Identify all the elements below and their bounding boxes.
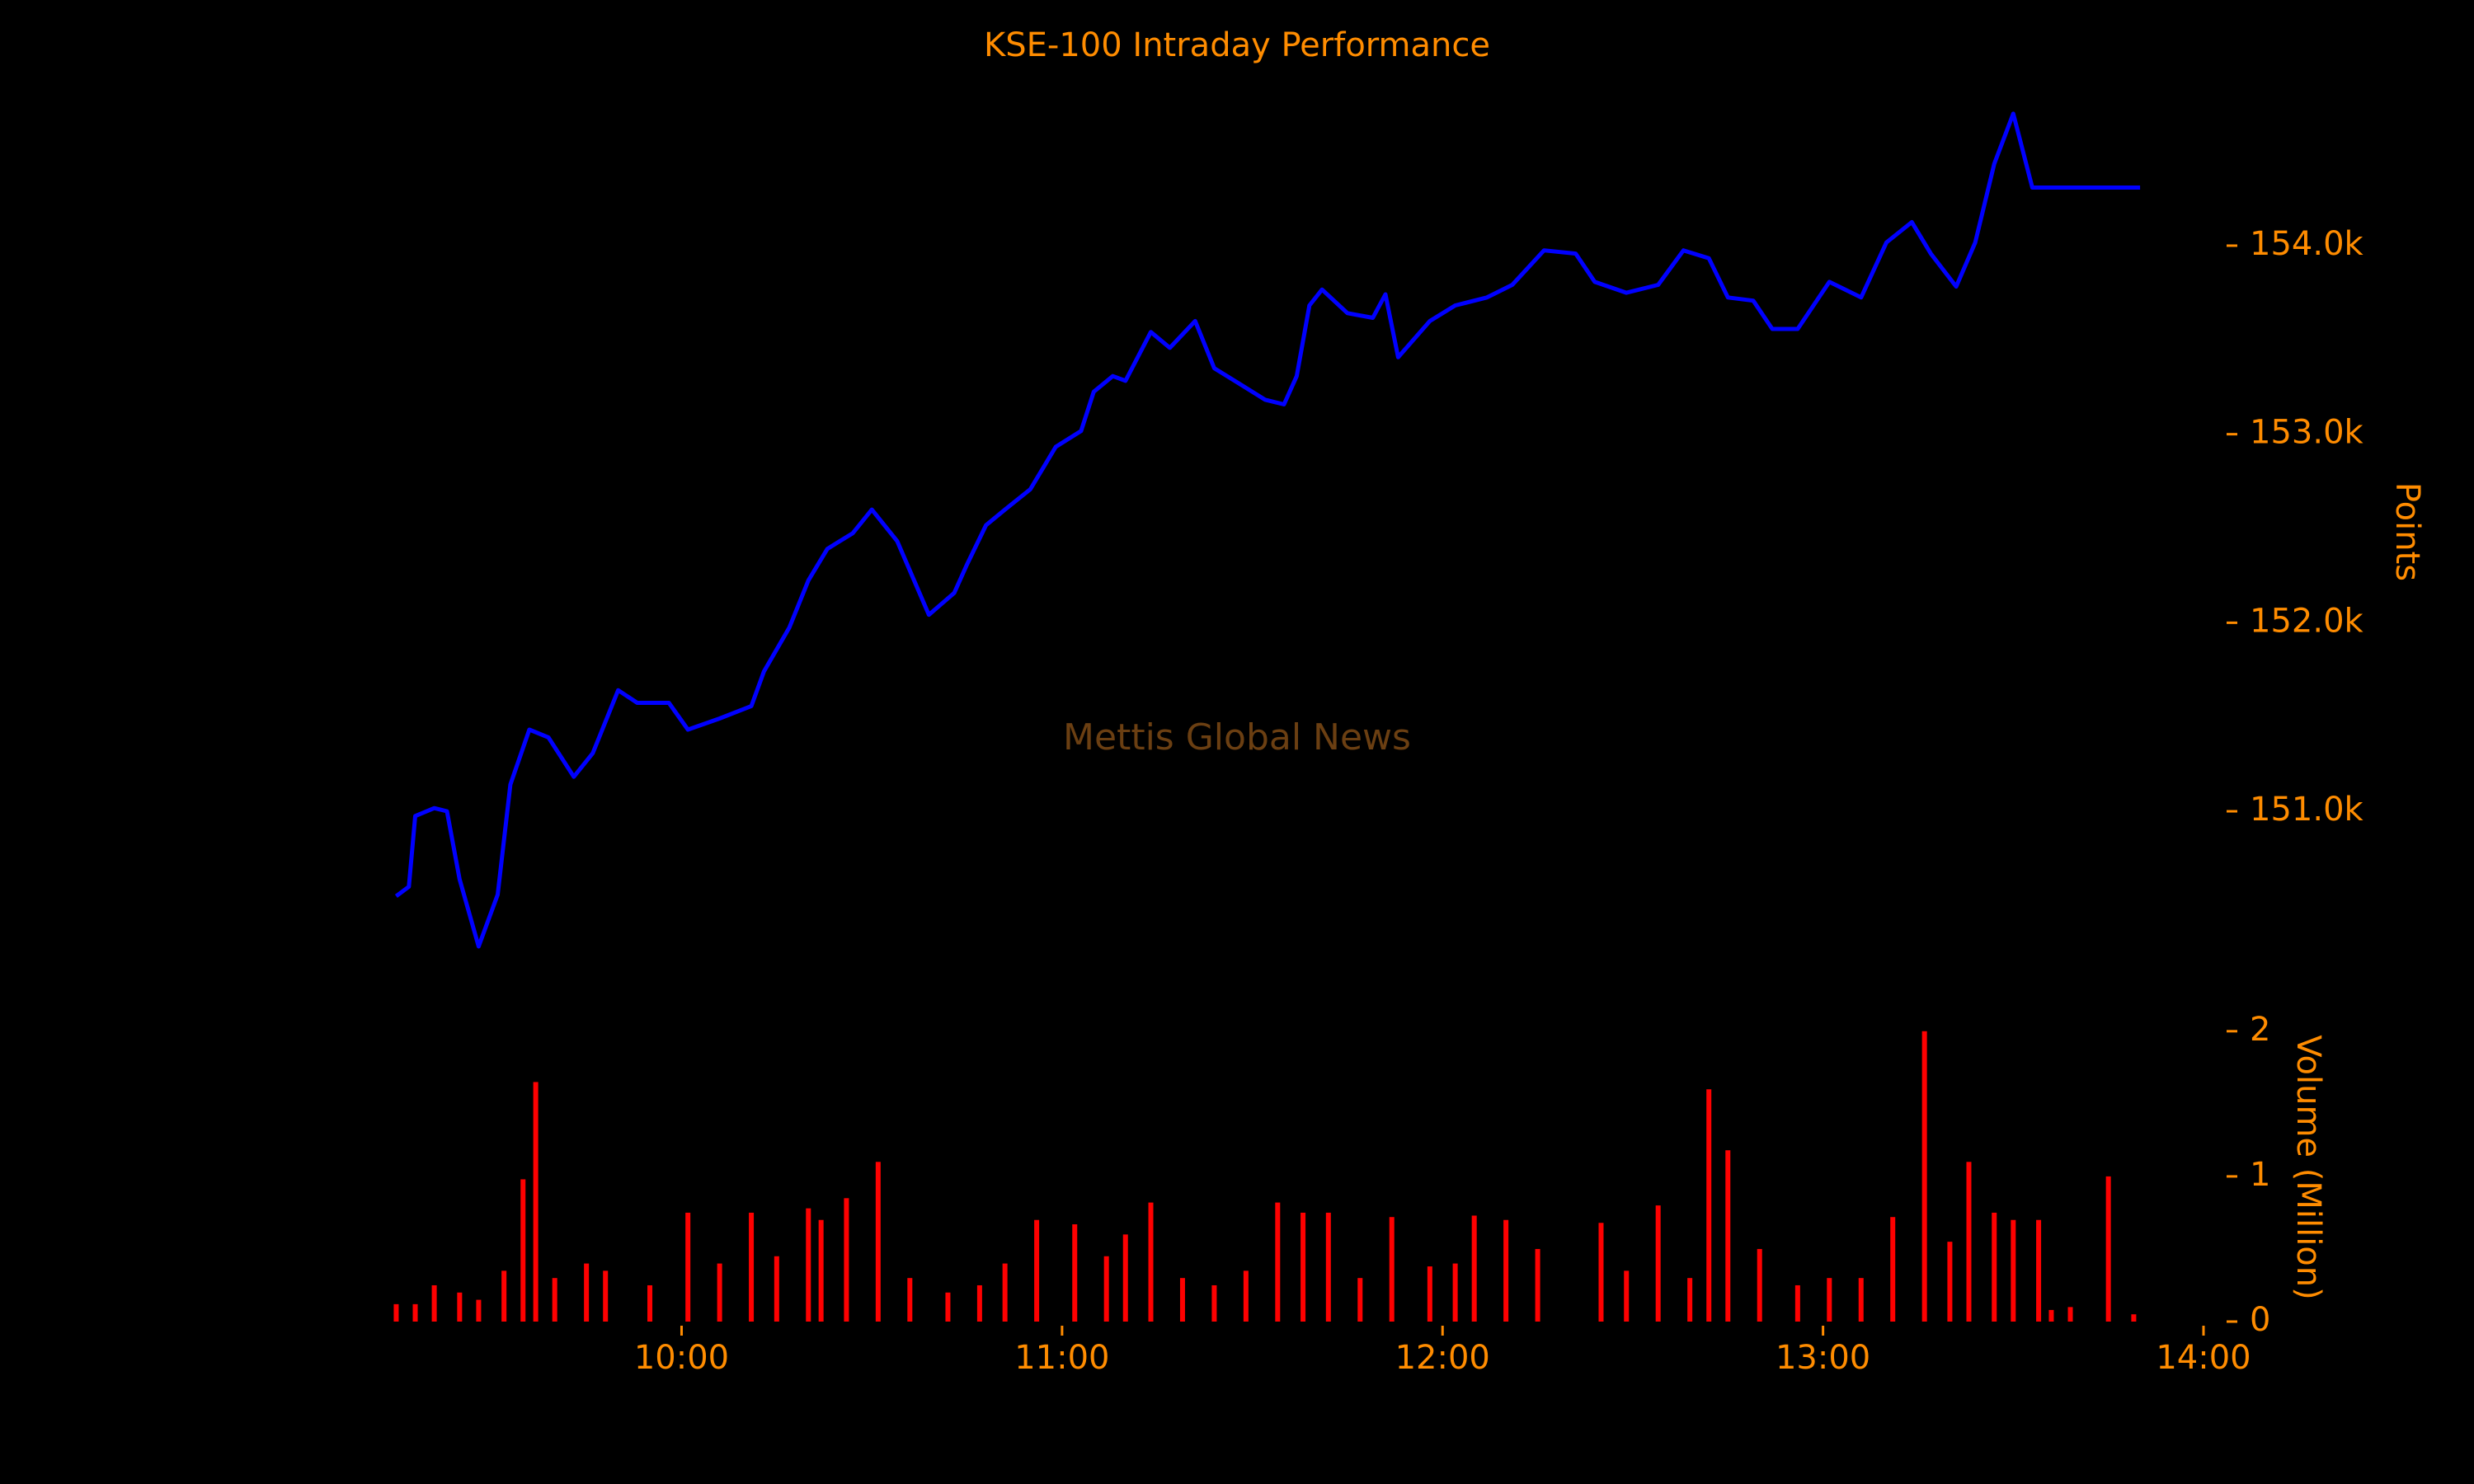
y-tick-label: 152.0k [2250, 602, 2364, 640]
y2-axis-label: Volume (Million) [2289, 1035, 2327, 1299]
x-tick-label: 12:00 [1395, 1339, 1490, 1377]
volume-bar [818, 1219, 824, 1322]
volume-bar [1357, 1278, 1363, 1322]
volume-bar [1002, 1263, 1008, 1322]
volume-bar [1947, 1242, 1953, 1322]
volume-bar [1535, 1248, 1540, 1322]
volume-bar [1827, 1278, 1832, 1322]
volume-bar [431, 1284, 437, 1322]
volume-bar [2011, 1219, 2016, 1322]
volume-bar [2067, 1307, 2073, 1322]
volume-bar [806, 1208, 811, 1322]
volume-bar [1148, 1202, 1154, 1322]
volume-bar [1992, 1212, 1997, 1322]
volume-bar [1503, 1219, 1509, 1322]
volume-bar [1471, 1215, 1477, 1322]
volume-bar [1243, 1270, 1249, 1322]
volume-bar [1325, 1212, 1331, 1322]
y-tick-label: 154.0k [2250, 225, 2364, 263]
volume-bar [1211, 1284, 1217, 1322]
volume-bar [749, 1212, 755, 1322]
y-tick-label: 151.0k [2250, 791, 2364, 829]
volume-bar [1706, 1089, 1712, 1322]
volume-bar [685, 1212, 691, 1322]
volume-bar [1725, 1150, 1731, 1322]
volume-bar [412, 1303, 418, 1322]
volume-bar [584, 1263, 590, 1322]
y-tick-label: 1 [2250, 1156, 2270, 1194]
x-tick-label: 14:00 [2156, 1339, 2251, 1377]
volume-bar [945, 1292, 951, 1322]
volume-bar [1275, 1202, 1281, 1322]
volume-bar [603, 1270, 609, 1322]
volume-bar [1624, 1270, 1630, 1322]
volume-bar [1300, 1212, 1306, 1322]
y-axis-label: Points [2388, 482, 2426, 581]
volume-bar [1179, 1278, 1185, 1322]
volume-bar [1427, 1266, 1432, 1322]
volume-bar [1794, 1284, 1800, 1322]
y-tick-label: 153.0k [2250, 414, 2364, 452]
volume-bar [1858, 1278, 1864, 1322]
x-tick-label: 11:00 [1014, 1339, 1109, 1377]
price-line [394, 111, 2141, 949]
volume-bar [875, 1162, 881, 1322]
volume-bar [457, 1292, 463, 1322]
volume-bar [1452, 1263, 1458, 1322]
volume-bar [393, 1303, 399, 1322]
x-tick-label: 13:00 [1776, 1339, 1870, 1377]
volume-bar [1598, 1223, 1604, 1322]
volume-bar [1890, 1217, 1896, 1322]
volume-bar [1687, 1278, 1693, 1322]
y-tick-label: 0 [2250, 1301, 2270, 1339]
y-tick-label: 2 [2250, 1011, 2270, 1049]
volume-bar [1966, 1162, 1972, 1322]
volume-bar [774, 1256, 779, 1322]
x-tick-label: 10:00 [634, 1339, 729, 1377]
volume-bar [907, 1278, 913, 1322]
volume-bar [2036, 1219, 2042, 1322]
volume-bar [1921, 1031, 1927, 1322]
volume-bar [1034, 1219, 1040, 1322]
volume-bar [552, 1278, 557, 1322]
volume-bar [1072, 1224, 1078, 1322]
volume-bar [647, 1284, 653, 1322]
volume-bar [1122, 1234, 1128, 1322]
volume-bar [2048, 1309, 2054, 1322]
volume-bar [476, 1299, 482, 1322]
volume-bar [533, 1082, 539, 1322]
volume-bar [717, 1263, 722, 1322]
volume-bar [844, 1198, 849, 1322]
volume-bar [520, 1179, 526, 1322]
volume-bar [1389, 1217, 1395, 1322]
volume-bar [1655, 1205, 1661, 1322]
volume-bar [2105, 1176, 2111, 1322]
volume-bar [2131, 1314, 2137, 1322]
volume-bar [1757, 1248, 1762, 1322]
chart-title: KSE-100 Intraday Performance [984, 26, 1490, 64]
watermark: Mettis Global News [1063, 716, 1411, 758]
volume-bar [976, 1284, 982, 1322]
volume-bar [1103, 1256, 1109, 1322]
volume-bar [501, 1270, 507, 1322]
